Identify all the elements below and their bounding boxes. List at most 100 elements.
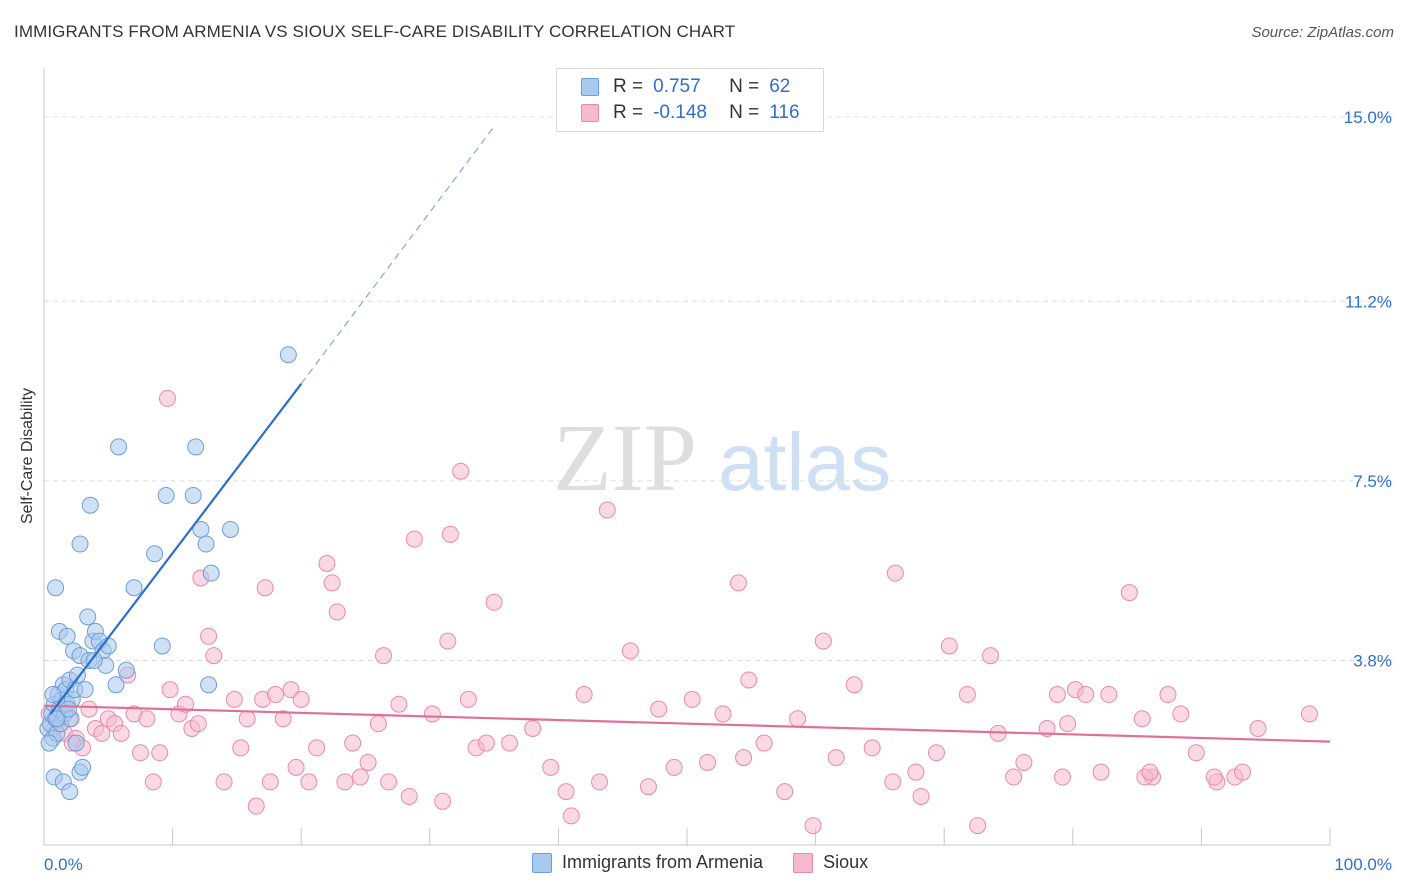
armenia-trend-line [49, 383, 303, 715]
sioux-point [814, 632, 832, 650]
sioux-point [591, 773, 609, 791]
sioux-point [542, 758, 560, 776]
armenia-point [71, 535, 89, 553]
sioux-point [1054, 768, 1072, 786]
sioux-point [557, 783, 575, 801]
legend-n-label: N = [729, 102, 760, 123]
sioux-trend-line [43, 704, 1331, 743]
sioux-point [1100, 686, 1118, 704]
sioux-point [400, 787, 418, 805]
sioux-point [1300, 705, 1318, 723]
sioux-point [562, 807, 580, 825]
watermark-zip: ZIP [553, 404, 697, 511]
sioux-point [477, 734, 495, 752]
chart-source: Source: ZipAtlas.com [1251, 24, 1394, 41]
legend-r-label: R = [613, 76, 644, 97]
armenia-point [68, 666, 86, 684]
sioux-point [375, 647, 393, 665]
sioux-point [434, 792, 452, 810]
sioux-point [1172, 705, 1190, 723]
sioux-point [1187, 744, 1205, 762]
armenia-point [125, 579, 143, 597]
sioux-point [256, 579, 274, 597]
armenia-point [79, 608, 97, 626]
sioux-point [927, 744, 945, 762]
sioux-point [176, 695, 194, 713]
sioux-point [804, 817, 822, 835]
sioux-point [405, 530, 423, 548]
sioux-point [969, 817, 987, 835]
sioux-point [80, 700, 98, 718]
legend-r-label: R = [613, 102, 644, 123]
sioux-point [344, 734, 362, 752]
sioux-point [292, 690, 310, 708]
y-tick-label: 15.0% [1344, 108, 1392, 127]
sioux-point [639, 778, 657, 796]
armenia-point [67, 734, 85, 752]
sioux-point [501, 734, 519, 752]
armenia-point [85, 652, 103, 670]
sioux-point [459, 690, 477, 708]
sioux-point [665, 758, 683, 776]
sioux-point [699, 753, 717, 771]
sioux-point [452, 462, 470, 480]
legend-n-label: N = [729, 76, 760, 97]
bottom-legend-swatch-armenia [532, 852, 552, 873]
armenia-point [157, 486, 175, 504]
sioux-point [1048, 686, 1066, 704]
sioux-point [740, 671, 758, 689]
armenia-point [40, 734, 58, 752]
sioux-point [215, 773, 233, 791]
sioux-point [423, 705, 441, 723]
y-tick-label: 3.8% [1353, 652, 1392, 671]
sioux-point [940, 637, 958, 655]
sioux-point [359, 753, 377, 771]
legend-box: R = 0.757 N = 62 R = -0.148 N = 116 [556, 68, 824, 132]
sioux-point [238, 710, 256, 728]
y-tick-label: 11.2% [1345, 292, 1392, 311]
sioux-point [1059, 715, 1077, 733]
armenia-point [59, 700, 77, 718]
legend-swatch-sioux [581, 104, 599, 122]
armenia-point [110, 438, 128, 456]
armenia-point [76, 681, 94, 699]
legend-r-value-armenia: 0.757 [653, 76, 701, 97]
sioux-point [112, 724, 130, 742]
armenia-point [44, 686, 62, 704]
sioux-point [683, 690, 701, 708]
sioux-point [274, 710, 292, 728]
sioux-point [485, 593, 503, 611]
sioux-point [912, 787, 930, 805]
sioux-point [200, 627, 218, 645]
sioux-point [205, 647, 223, 665]
sioux-point [158, 389, 176, 407]
sioux-point [439, 632, 457, 650]
armenia-point [107, 676, 125, 694]
sioux-point [232, 739, 250, 757]
armenia-point [48, 710, 66, 728]
armenia-point [153, 637, 171, 655]
legend-r-value-sioux: -0.148 [653, 102, 707, 123]
bottom-legend-item-armenia: Immigrants from Armenia [532, 852, 763, 873]
sioux-point [318, 554, 336, 572]
sioux-point [1005, 768, 1023, 786]
sioux-point [328, 603, 346, 621]
sioux-point [789, 710, 807, 728]
sioux-point [189, 715, 207, 733]
armenia-point [117, 661, 135, 679]
sioux-point [441, 525, 459, 543]
sioux-point [1015, 753, 1033, 771]
x-tick-label-max: 100.0% [1334, 855, 1392, 874]
sioux-point [336, 773, 354, 791]
sioux-point [776, 783, 794, 801]
bottom-legend-item-sioux: Sioux [793, 852, 868, 873]
armenia-trend-extension [300, 126, 495, 385]
bottom-legend: Immigrants from Armenia Sioux [532, 852, 898, 873]
sioux-point [131, 744, 149, 762]
armenia-point [61, 783, 79, 801]
sioux-point [735, 749, 753, 767]
sioux-point [266, 686, 284, 704]
legend-row-armenia: R = 0.757 N = 62 [581, 75, 790, 99]
sioux-point [1092, 763, 1110, 781]
